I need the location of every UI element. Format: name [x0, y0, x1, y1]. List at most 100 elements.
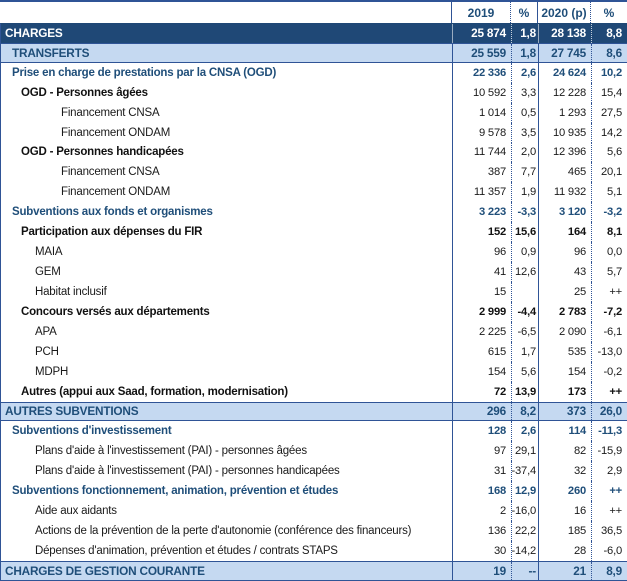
value-2020-cell: 10 935: [539, 122, 592, 143]
value-2019-cell-text: 11 357: [473, 186, 506, 199]
value-2020-cell-text: 154: [567, 365, 586, 378]
value-2020-cell-text: 27 745: [551, 45, 586, 60]
pct-2020-cell: ++: [592, 501, 627, 521]
row-label-cell: Financement CNSA: [1, 162, 453, 183]
table-row: Actions de la prévention de la perte d'a…: [0, 521, 627, 541]
value-2019-cell: 72: [453, 381, 512, 402]
pct-2020-cell: -7,2: [592, 302, 627, 322]
table-row: Dépenses d'animation, prévention et étud…: [0, 540, 627, 561]
pct-2019-cell-text: -14,2: [512, 544, 536, 557]
pct-2020-cell: ++: [592, 481, 627, 501]
value-2019-cell: 152: [453, 222, 512, 243]
row-label-cell-text: Dépenses d'animation, prévention et étud…: [35, 544, 338, 557]
table-row: MAIA 96 0,9 96 0,0: [0, 242, 627, 263]
table-row: Subventions aux fonds et organismes 3 223…: [0, 202, 627, 223]
value-2019-cell-text: 2 999: [479, 305, 506, 318]
value-2019-cell: 10 592: [453, 82, 512, 103]
row-label-cell-text: MAIA: [35, 246, 63, 259]
pct-2020-cell-text: ++: [609, 385, 622, 398]
value-2019-cell: 615: [453, 341, 512, 362]
row-label-cell-text: CHARGES DE GESTION COURANTE: [5, 563, 205, 578]
row-label-cell: Participation aux dépenses du FIR: [1, 222, 453, 243]
pct-2019-cell: 5,6: [512, 361, 539, 382]
row-label-cell-text: GEM: [35, 266, 61, 279]
column-header-label: [0, 2, 452, 23]
pct-2019-cell: -4,4: [512, 301, 539, 322]
pct-2019-cell-text: 7,7: [521, 166, 536, 179]
table-row: Plans d'aide à l'investissement (PAI) - …: [0, 461, 627, 482]
pct-2020-cell-text: 14,2: [601, 126, 622, 139]
pct-2019-cell-text: -37,4: [512, 465, 536, 478]
value-2020-cell: 43: [539, 262, 592, 282]
value-2020-cell: 21: [539, 561, 592, 580]
row-label-cell: Subventions fonctionnement, animation, p…: [1, 481, 453, 502]
value-2020-cell-text: 535: [567, 345, 586, 358]
pct-2020-cell: -6,1: [592, 322, 627, 342]
pct-2020-cell-text: 8,9: [606, 563, 622, 578]
row-label-cell-text: Participation aux dépenses du FIR: [21, 226, 203, 239]
pct-2019-cell-text: 2,6: [521, 66, 536, 79]
pct-2020-cell: 27,5: [592, 103, 627, 123]
table-row: Concours versés aux départements 2 999 -4,…: [0, 301, 627, 322]
pct-2020-cell: 14,2: [592, 123, 627, 143]
pct-2019-cell: 2,0: [512, 142, 539, 163]
value-2019-cell-text: 25 559: [471, 45, 506, 60]
table-row: Participation aux dépenses du FIR 152 15,6…: [0, 222, 627, 243]
row-label-cell-text: Autres (appui aux Saad, formation, moder…: [21, 385, 288, 398]
value-2020-cell: 154: [539, 361, 592, 382]
row-label-cell: Dépenses d'animation, prévention et étud…: [1, 540, 453, 561]
pct-2020-cell: 26,0: [592, 403, 627, 421]
value-2019-cell-text: 96: [493, 246, 506, 259]
value-2019-cell: 22 336: [453, 62, 512, 83]
value-2020-cell: 25: [539, 281, 592, 302]
value-2020-cell: 3 120: [539, 202, 592, 223]
value-2019-cell-text: 15: [493, 285, 506, 298]
value-2020-cell: 82: [539, 441, 592, 462]
pct-2020-cell-text: ++: [609, 505, 622, 518]
pct-2020-cell: 5,6: [592, 143, 627, 163]
value-2019-cell: 41: [453, 262, 512, 282]
table-row: Financement CNSA 1 014 0,5 1 293 27,5: [0, 102, 627, 123]
row-label-cell-text: Subventions d'investissement: [12, 425, 172, 438]
value-2019-cell-text: 615: [487, 345, 506, 358]
value-2020-cell-text: 11 932: [553, 186, 586, 199]
value-2020-cell: 96: [539, 242, 592, 263]
row-label-cell: Actions de la prévention de la perte d'a…: [1, 521, 453, 541]
value-2020-cell: 173: [539, 381, 592, 402]
row-label-cell: Financement CNSA: [1, 102, 453, 123]
pct-2019-cell-text: -4,4: [517, 305, 537, 318]
pct-2020-cell: 0,0: [592, 242, 627, 262]
column-header-2020p-text: 2020 (p): [541, 5, 587, 20]
pct-2020-cell-text: 10,2: [601, 66, 622, 79]
row-label-cell: APA: [1, 321, 453, 342]
value-2019-cell-text: 9 578: [479, 126, 506, 139]
row-label-cell: Habitat inclusif: [1, 281, 453, 302]
row-label-cell: Autres (appui aux Saad, formation, moder…: [1, 381, 453, 402]
table-row: Autres (appui aux Saad, formation, moder…: [0, 381, 627, 402]
pct-2019-cell-text: 3,3: [521, 86, 536, 99]
value-2020-cell: 185: [539, 521, 592, 541]
value-2019-cell: 154: [453, 361, 512, 382]
pct-2020-cell: 10,2: [592, 63, 627, 83]
row-label-cell-text: AUTRES SUBVENTIONS: [5, 404, 139, 419]
value-2019-cell: 3 223: [453, 202, 512, 223]
value-2020-cell: 28: [539, 540, 592, 561]
table-row: Financement ONDAM 11 357 1,9 11 932 5,1: [0, 182, 627, 203]
value-2019-cell-text: 152: [487, 226, 506, 239]
value-2019-cell: 136: [453, 521, 512, 541]
value-2019-cell-text: 2: [499, 505, 506, 518]
pct-2019-cell-text: -16,0: [512, 505, 536, 518]
pct-2020-cell: ++: [592, 382, 627, 402]
pct-2020-cell-text: -13,0: [597, 345, 623, 358]
pct-2019-cell-text: 1,9: [521, 186, 536, 199]
row-label-cell-text: CHARGES: [5, 26, 63, 41]
row-label-cell: OGD - Personnes âgées: [1, 82, 453, 103]
value-2020-cell-text: 28 138: [551, 26, 586, 41]
row-label-cell-text: Plans d'aide à l'investissement (PAI) - …: [35, 445, 307, 458]
value-2020-cell: 373: [539, 402, 592, 421]
pct-2019-cell-text: 2,0: [521, 146, 536, 159]
value-2020-cell-text: 25: [573, 285, 586, 298]
table-row: CHARGES DE GESTION COURANTE 19 -- 21 8,9: [0, 560, 627, 581]
value-2020-cell-text: 82: [573, 445, 586, 458]
value-2019-cell-text: 30: [493, 544, 506, 557]
